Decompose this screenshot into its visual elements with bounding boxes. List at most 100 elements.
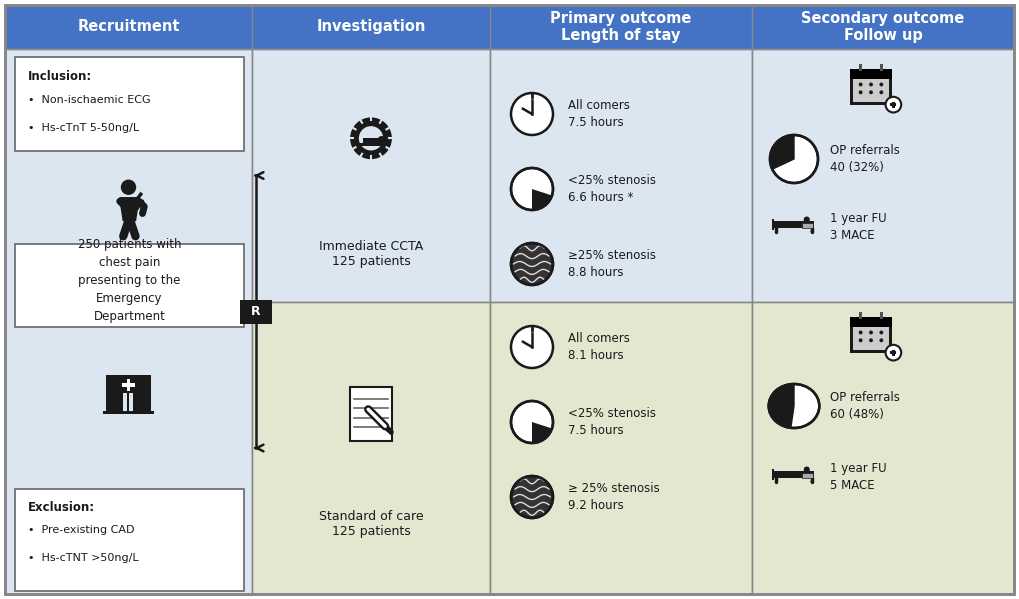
Bar [123,393,127,410]
Bar [891,103,897,106]
Bar [15,244,244,327]
Circle shape [879,338,883,342]
Circle shape [359,126,383,150]
Text: •  Hs-cTnT 5-50ng/L: • Hs-cTnT 5-50ng/L [28,123,140,133]
Bar [252,302,490,594]
Bar [853,79,890,102]
Bar [752,49,1014,302]
Circle shape [511,168,553,210]
Circle shape [121,180,137,195]
Polygon shape [770,135,794,170]
Bar [892,350,895,356]
Circle shape [859,83,863,86]
Text: •  Pre-existing CAD: • Pre-existing CAD [28,525,135,535]
Bar [879,312,883,319]
Circle shape [810,480,813,483]
Bar [351,388,392,441]
Text: OP referrals
60 (48%): OP referrals 60 (48%) [830,391,900,421]
Circle shape [377,136,386,144]
Text: 1 year FU
3 MACE: 1 year FU 3 MACE [830,212,887,242]
Wedge shape [532,422,552,443]
Bar [362,146,380,151]
Bar [774,222,814,228]
Text: R: R [252,305,261,318]
Text: Inclusion:: Inclusion: [28,70,93,83]
Bar [752,5,1014,49]
Bar [859,312,862,319]
Bar [490,5,752,49]
Text: All comers
7.5 hours: All comers 7.5 hours [568,99,630,129]
Text: All comers
8.1 hours: All comers 8.1 hours [568,332,630,362]
Bar [802,473,813,477]
Bar [892,102,895,108]
Bar [240,300,272,323]
Circle shape [388,429,393,435]
Circle shape [810,231,813,233]
Bar [363,138,379,143]
Bar [128,393,132,410]
Bar [122,383,135,387]
Bar [252,5,490,49]
Circle shape [859,90,863,94]
Bar [850,69,892,79]
Circle shape [511,93,553,135]
Bar [103,410,154,415]
Circle shape [879,90,883,94]
Bar [252,49,490,302]
Text: Primary outcome
Length of stay: Primary outcome Length of stay [550,11,692,43]
Wedge shape [532,189,552,210]
Text: Recruitment: Recruitment [77,20,179,35]
Bar [853,327,890,350]
Bar [15,57,244,151]
Circle shape [351,117,392,159]
Circle shape [775,480,777,483]
Bar [5,5,252,49]
Circle shape [879,331,883,334]
Circle shape [879,83,883,86]
Bar [850,317,892,327]
Circle shape [859,331,863,334]
Circle shape [869,83,873,86]
Circle shape [869,338,873,342]
Text: <25% stenosis
6.6 hours *: <25% stenosis 6.6 hours * [568,174,656,204]
Circle shape [511,326,553,368]
Circle shape [886,345,901,361]
Bar [752,302,1014,594]
Circle shape [511,476,553,518]
Bar [126,379,130,391]
Text: •  Hs-cTNT >50ng/L: • Hs-cTNT >50ng/L [28,553,139,563]
Polygon shape [768,384,794,428]
Bar [772,469,774,480]
Bar [850,69,892,105]
Circle shape [869,331,873,334]
Bar [490,49,752,302]
Bar [859,64,862,71]
Ellipse shape [768,384,819,428]
Bar [490,302,752,594]
Text: •  Non-ischaemic ECG: • Non-ischaemic ECG [28,95,151,105]
Polygon shape [120,198,139,220]
Circle shape [775,231,777,233]
Bar [802,223,813,228]
Circle shape [804,467,810,473]
Text: Secondary outcome
Follow up: Secondary outcome Follow up [801,11,965,43]
Circle shape [886,97,901,113]
Text: Standard of care
125 patients: Standard of care 125 patients [319,510,423,538]
Bar [891,351,897,354]
Text: Immediate CCTA
125 patients: Immediate CCTA 125 patients [319,240,423,268]
Bar [106,376,151,410]
Circle shape [770,135,818,183]
Circle shape [511,401,553,443]
Bar [352,143,390,146]
Bar [774,471,814,479]
Bar [772,219,774,229]
Text: Exclusion:: Exclusion: [28,501,95,514]
Circle shape [859,338,863,342]
Bar [879,64,883,71]
Text: Investigation: Investigation [316,20,426,35]
Text: OP referrals
40 (32%): OP referrals 40 (32%) [830,144,900,174]
Text: 1 year FU
5 MACE: 1 year FU 5 MACE [830,462,887,492]
Circle shape [869,90,873,94]
Text: ≥25% stenosis
8.8 hours: ≥25% stenosis 8.8 hours [568,249,656,279]
Text: 250 patients with
chest pain
presenting to the
Emergency
Department: 250 patients with chest pain presenting … [77,238,181,323]
